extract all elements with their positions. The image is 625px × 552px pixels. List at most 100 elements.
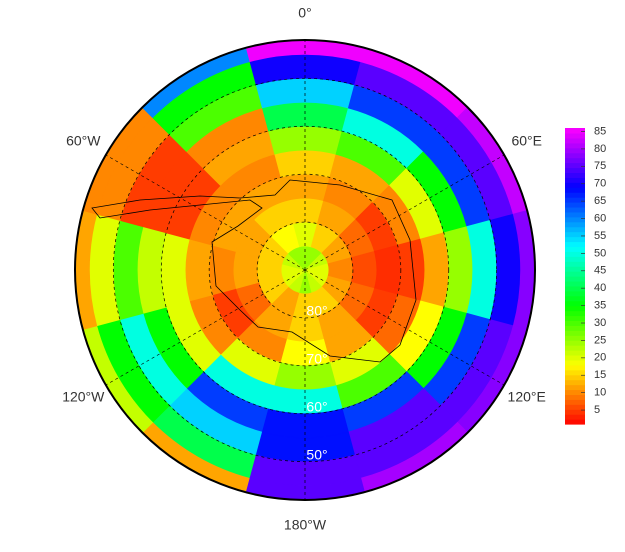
- colorbar-segment: [565, 172, 585, 178]
- colorbar-segment: [565, 251, 585, 257]
- colorbar-segment: [565, 271, 585, 277]
- colorbar-segment: [565, 202, 585, 208]
- colorbar-segment: [565, 137, 585, 144]
- colorbar-segment: [565, 374, 585, 381]
- colorbar-label: 75: [594, 160, 606, 172]
- lon-label: 0°: [298, 5, 311, 21]
- colorbar-segment: [565, 221, 585, 228]
- colorbar-segment: [565, 364, 585, 371]
- lon-label: 60°W: [66, 133, 101, 149]
- cell: [160, 232, 190, 308]
- cell: [373, 244, 402, 296]
- colorbar-segment: [565, 285, 585, 292]
- colorbar-segment: [565, 379, 585, 386]
- lat-label: 70°: [306, 351, 327, 367]
- lat-label: 80°: [306, 303, 327, 319]
- colorbar-label: 45: [594, 265, 606, 277]
- colorbar-segment: [565, 359, 585, 366]
- colorbar-segment: [565, 290, 585, 297]
- colorbar-label: 85: [594, 125, 606, 137]
- lon-label: 120°W: [62, 389, 105, 405]
- colorbar-segment: [565, 216, 585, 223]
- lat-circle: [256, 221, 354, 319]
- colorbar-segment: [565, 162, 585, 169]
- colorbar-segment: [565, 300, 585, 307]
- colorbar-segment: [565, 354, 585, 361]
- colorbar-segment: [565, 182, 585, 188]
- colorbar-label: 30: [594, 317, 606, 329]
- meridian: [105, 269, 306, 386]
- lon-label: 180°W: [284, 517, 327, 533]
- colorbar-segment: [565, 177, 585, 183]
- heatmap: [74, 39, 536, 501]
- colorbar-segment: [565, 167, 585, 173]
- colorbar-segment: [565, 394, 585, 400]
- meridian: [304, 269, 505, 386]
- colorbar: 5 10 15 20 25 30 35 40 45 50 55 60 65 70 75 80 85: [565, 125, 606, 425]
- coastline: [91, 179, 417, 363]
- colorbar-segment: [565, 295, 585, 302]
- colorbar-segment: [565, 345, 585, 351]
- colorbar-segment: [565, 266, 585, 272]
- colorbar-segment: [565, 147, 585, 154]
- colorbar-segment: [565, 246, 585, 252]
- colorbar-segment: [565, 315, 585, 321]
- labels: 80° 70° 60° 50° 0° 60°E 120°E 180°W 120°W 60°W: [62, 5, 546, 533]
- colorbar-segment: [565, 404, 585, 410]
- colorbar-segment: [565, 241, 585, 247]
- colorbar-segment: [565, 236, 585, 243]
- lat-circle: [208, 173, 402, 367]
- lat-label: 50°: [306, 446, 327, 462]
- colorbar-label: 55: [594, 230, 606, 242]
- colorbar-label: 10: [594, 387, 606, 399]
- cell: [184, 238, 213, 302]
- lon-label: 60°E: [511, 133, 542, 149]
- colorbar-segment: [565, 276, 585, 282]
- meridian: [105, 154, 306, 271]
- colorbar-label: 20: [594, 352, 606, 364]
- colorbar-segment: [565, 320, 585, 326]
- colorbar-segment: [565, 414, 585, 420]
- meridian: [304, 154, 505, 271]
- lat-circle: [160, 125, 450, 415]
- colorbar-segment: [565, 261, 585, 267]
- lat-label: 60°: [306, 398, 327, 414]
- colorbar-segment: [565, 419, 585, 425]
- cell: [420, 232, 450, 308]
- colorbar-segment: [565, 211, 585, 218]
- colorbar-label: 70: [594, 178, 606, 190]
- colorbar-segment: [565, 231, 585, 238]
- colorbar-segment: [565, 256, 585, 262]
- colorbar-label: 40: [594, 282, 606, 294]
- colorbar-segment: [565, 152, 585, 159]
- colorbar-segment: [565, 340, 585, 346]
- graticule: [74, 39, 536, 501]
- colorbar-label: 25: [594, 334, 606, 346]
- colorbar-label: 60: [594, 212, 606, 224]
- colorbar-segment: [565, 226, 585, 233]
- colorbar-segment: [565, 384, 585, 391]
- colorbar-label: 35: [594, 300, 606, 312]
- colorbar-segment: [565, 132, 585, 139]
- colorbar-segment: [565, 128, 585, 134]
- colorbar-label: 15: [594, 369, 606, 381]
- colorbar-label: 80: [594, 143, 606, 155]
- colorbar-segment: [565, 187, 585, 193]
- colorbar-segment: [565, 206, 585, 213]
- lon-label: 120°E: [508, 389, 546, 405]
- colorbar-segment: [565, 325, 585, 331]
- colorbar-segment: [565, 197, 585, 203]
- colorbar-segment: [565, 335, 585, 341]
- colorbar-label: 65: [594, 195, 606, 207]
- colorbar-segment: [565, 142, 585, 149]
- colorbar-segment: [565, 350, 585, 356]
- colorbar-segment: [565, 280, 585, 287]
- colorbar-segment: [565, 389, 585, 395]
- colorbar-segment: [565, 310, 585, 317]
- colorbar-segment: [565, 192, 585, 198]
- colorbar-segment: [565, 409, 585, 415]
- colorbar-segment: [565, 369, 585, 376]
- lat-circle: [112, 77, 498, 463]
- colorbar-label: 5: [594, 404, 600, 416]
